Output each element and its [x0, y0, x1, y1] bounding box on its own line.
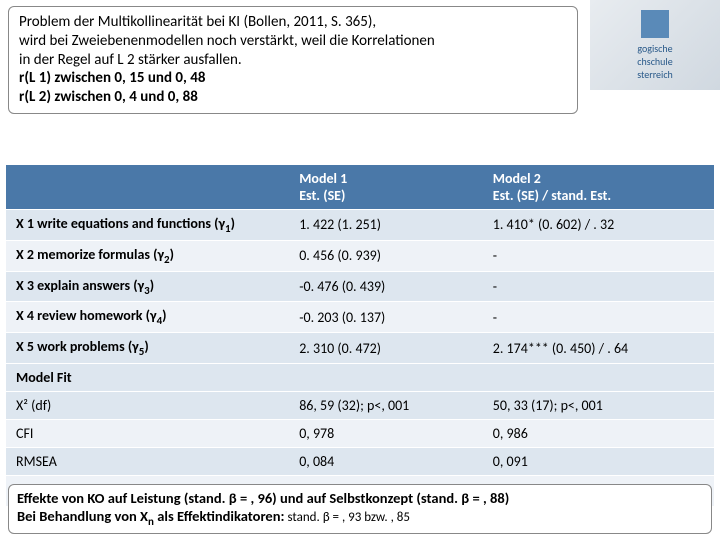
cell-m1: 86, 59 (32); p<, 001	[289, 391, 483, 419]
bottom-annotation-box: Effekte von KO auf Leistung (stand. β = …	[8, 484, 712, 534]
lbl: X 4 review homework (γ	[16, 307, 157, 324]
col-header-model2: Model 2 Est. (SE) / stand. Est.	[483, 165, 714, 210]
lbl: X 3 explain answers (γ	[16, 277, 144, 294]
table-row: CFI 0, 978 0, 986	[6, 419, 714, 447]
row-label: X 3 explain answers (γ3)	[6, 271, 289, 302]
results-table: Model 1 Est. (SE) Model 2 Est. (SE) / st…	[6, 165, 714, 507]
cell-m2: 2. 174*** (0. 450) / . 64	[483, 333, 714, 364]
model-fit-header-row: Model Fit	[6, 363, 714, 391]
top-note-l4: r(L 1) zwischen 0, 15 und 0, 48	[19, 69, 205, 87]
lbl: X 1 write equations and functions (γ	[16, 215, 225, 232]
bottom-l2b: als Effektindikatoren:	[154, 507, 285, 525]
table-row: RMSEA 0, 084 0, 091	[6, 447, 714, 475]
brand-logo: gogische chschule sterreich	[590, 0, 720, 90]
table-row: X 3 explain answers (γ3) -0. 476 (0. 439…	[6, 271, 714, 302]
table-header-row: Model 1 Est. (SE) Model 2 Est. (SE) / st…	[6, 165, 714, 210]
table-row: X 2 memorize formulas (γ2) 0. 456 (0. 93…	[6, 240, 714, 271]
tail: )	[231, 215, 235, 232]
h-m2-b: Est. (SE) / stand. Est.	[493, 187, 611, 204]
table-row: X 4 review homework (γ4) -0. 203 (0. 137…	[6, 302, 714, 333]
row-label: X 2 memorize formulas (γ2)	[6, 240, 289, 271]
fit-label: CFI	[6, 419, 289, 447]
table-row: X 5 work problems (γ5) 2. 310 (0. 472) 2…	[6, 333, 714, 364]
top-annotation-box: Problem der Multikollinearität bei KI (B…	[8, 6, 578, 114]
cell-m2: 0, 091	[483, 447, 714, 475]
logo-text-1: gogische	[637, 42, 672, 55]
fit-label: Χ² (df)	[6, 391, 289, 419]
cell-m2: -	[483, 302, 714, 333]
logo-square	[641, 10, 669, 38]
slide: gogische chschule sterreich Problem der …	[0, 0, 720, 540]
h-m1-a: Model 1	[299, 170, 347, 187]
bottom-l2a: Bei Behandlung von X	[17, 507, 148, 525]
lbl: X 5 work problems (γ	[16, 338, 139, 355]
cell-m1: 0. 456 (0. 939)	[289, 240, 483, 271]
row-label: X 5 work problems (γ5)	[6, 333, 289, 364]
top-note-l5: r(L 2) zwischen 0, 4 und 0, 88	[19, 88, 198, 106]
tail: )	[162, 307, 166, 324]
logo-text-3: sterreich	[637, 68, 673, 81]
model-fit-label: Model Fit	[6, 363, 714, 391]
col-header-model1: Model 1 Est. (SE)	[289, 165, 483, 210]
tail: )	[144, 338, 148, 355]
row-label: X 1 write equations and functions (γ1)	[6, 210, 289, 241]
cell-m2: -	[483, 271, 714, 302]
cell-m1: 2. 310 (0. 472)	[289, 333, 483, 364]
top-note-l2: wird bei Zweiebenenmodellen noch verstär…	[19, 32, 435, 50]
table-row: Χ² (df) 86, 59 (32); p<, 001 50, 33 (17)…	[6, 391, 714, 419]
col-header-empty	[6, 165, 289, 210]
top-note-l3: in der Regel auf L 2 stärker ausfallen.	[19, 51, 242, 69]
top-note-l1: Problem der Multikollinearität bei KI (B…	[19, 13, 376, 31]
logo-text-2: chschule	[637, 55, 672, 68]
cell-m1: -0. 476 (0. 439)	[289, 271, 483, 302]
bottom-l1: Effekte von KO auf Leistung (stand. β = …	[17, 489, 509, 507]
results-table-wrap: Model 1 Est. (SE) Model 2 Est. (SE) / st…	[6, 165, 714, 507]
cell-m1: -0. 203 (0. 137)	[289, 302, 483, 333]
tail: )	[150, 277, 154, 294]
cell-m2: 0, 986	[483, 419, 714, 447]
cell-m1: 0, 084	[289, 447, 483, 475]
h-m1-b: Est. (SE)	[299, 187, 345, 204]
bottom-l2c: stand. β = , 93 bzw. , 85	[285, 510, 410, 525]
tail: )	[170, 246, 174, 263]
cell-m2: 50, 33 (17); p<, 001	[483, 391, 714, 419]
cell-m2: 1. 410* (0. 602) / . 32	[483, 210, 714, 241]
h-m2-a: Model 2	[493, 170, 541, 187]
lbl: X 2 memorize formulas (γ	[16, 246, 164, 263]
cell-m1: 1. 422 (1. 251)	[289, 210, 483, 241]
row-label: X 4 review homework (γ4)	[6, 302, 289, 333]
cell-m1: 0, 978	[289, 419, 483, 447]
table-body: X 1 write equations and functions (γ1) 1…	[6, 210, 714, 507]
cell-m2: -	[483, 240, 714, 271]
table-row: X 1 write equations and functions (γ1) 1…	[6, 210, 714, 241]
fit-label: RMSEA	[6, 447, 289, 475]
